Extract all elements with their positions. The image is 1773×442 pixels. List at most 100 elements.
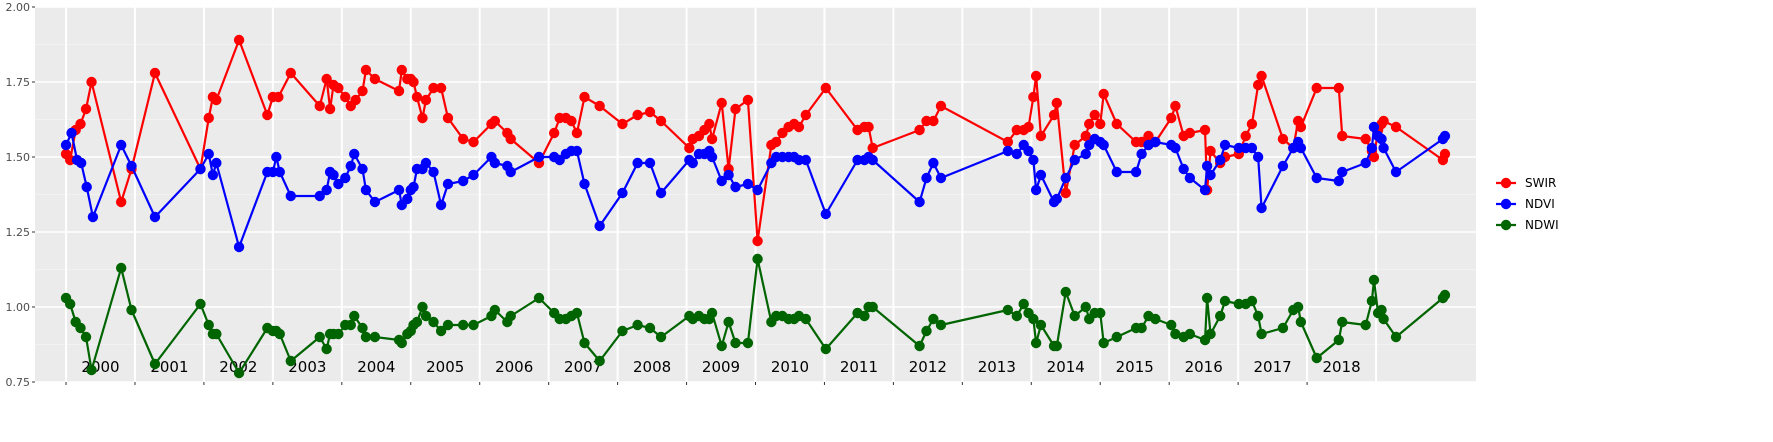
year-label: 2007 [564, 358, 602, 376]
swir-point [489, 115, 501, 127]
ndwi-point [80, 331, 92, 343]
ndvi-point [655, 187, 667, 199]
ndwi-point [333, 328, 344, 340]
ndvi-point [211, 157, 222, 169]
ndwi-point [716, 340, 727, 352]
ndwi-point [1035, 319, 1047, 331]
swir-point [1028, 91, 1039, 103]
swir-point [1390, 121, 1402, 133]
ndvi-point [935, 172, 947, 184]
swir-point [867, 142, 878, 154]
ndvi-point [1311, 172, 1322, 184]
swir-point [75, 118, 86, 130]
ndvi-point [1390, 166, 1402, 178]
swir-point [428, 82, 439, 94]
ndwi-point [411, 316, 423, 328]
ndvi-point [60, 139, 72, 151]
year-labels: 2000 2001 2002 2003 2004 2005 2006 2007 2008 2009… [81, 358, 1360, 376]
swir-point [1311, 82, 1322, 94]
ndvi-point [328, 169, 339, 181]
ndwi-point [533, 292, 545, 304]
ndvi-point [1170, 142, 1181, 154]
ndwi-point [1368, 274, 1380, 286]
ndwi-point [468, 319, 479, 331]
year-label: 2003 [288, 358, 326, 376]
ndvi-point [468, 169, 479, 181]
ndvi-point [687, 157, 698, 169]
ndwi-point [1333, 334, 1344, 346]
swir-point [1333, 82, 1344, 94]
swir-point [457, 133, 469, 145]
swir-point [505, 133, 516, 145]
swir-point [1170, 100, 1181, 112]
ndwi-point [914, 340, 925, 352]
swir-point [1166, 112, 1177, 124]
swir-point [80, 103, 92, 115]
swir-point [285, 67, 296, 79]
swir-point [1095, 118, 1106, 130]
ndwi-point [1051, 340, 1063, 352]
swir-point [1378, 115, 1389, 127]
ndwi-point [1028, 313, 1039, 325]
ndwi-point [349, 310, 360, 322]
y-tick-label: 0.75 [6, 376, 31, 389]
ndvi-point [274, 166, 285, 178]
ndvi-point [1051, 193, 1063, 205]
swir-point [314, 100, 325, 112]
legend-marker-ndwi [1500, 219, 1512, 231]
ndvi-point [1376, 133, 1387, 145]
ndwi-point [1366, 295, 1378, 307]
swir-point [203, 112, 214, 124]
ndwi-point [345, 319, 356, 331]
swir-point [1256, 70, 1267, 82]
legend-label-ndvi: NDVI [1525, 197, 1555, 211]
swir-point [1080, 130, 1091, 142]
swir-point [1205, 145, 1216, 157]
swir-point [571, 127, 583, 139]
ndwi-point [64, 298, 76, 310]
ndvi-point [752, 184, 763, 196]
swir-point [115, 196, 127, 208]
swir-point [684, 142, 695, 154]
ndvi-point [333, 178, 344, 190]
year-label: 2014 [1047, 358, 1085, 376]
ndwi-point [820, 343, 832, 355]
ndvi-point [340, 172, 351, 184]
swir-point [396, 64, 407, 76]
ndvi-point [75, 157, 87, 169]
swir-point [420, 94, 432, 106]
ndwi-point [1292, 301, 1304, 313]
ndwi-point [594, 355, 605, 367]
year-label: 2013 [978, 358, 1016, 376]
ndwi-point [435, 325, 447, 337]
y-tick-label: 1.25 [6, 226, 31, 239]
swir-point [594, 100, 605, 112]
ndvi-point [203, 148, 214, 160]
swir-point [1143, 130, 1154, 142]
swir-point [800, 109, 812, 121]
legend-marker-swir [1500, 177, 1512, 189]
swir-point [742, 94, 754, 106]
ndvi-point [1368, 121, 1380, 133]
year-label: 2011 [840, 358, 878, 376]
ndvi-point [1201, 160, 1213, 172]
ndwi-point [1277, 322, 1289, 334]
swir-point [360, 64, 372, 76]
swir-point [1246, 118, 1258, 130]
swir-point [1069, 139, 1080, 151]
ndwi-point [921, 325, 932, 337]
ndwi-point [752, 253, 763, 265]
year-label: 2005 [426, 358, 464, 376]
swir-point [233, 34, 245, 46]
ndwi-point [571, 307, 583, 319]
swir-point [1023, 121, 1034, 133]
swir-point [357, 85, 368, 97]
year-label: 2009 [702, 358, 740, 376]
ndwi-point [321, 343, 332, 355]
ndwi-point [800, 313, 812, 325]
ndvi-point [1136, 148, 1147, 160]
ndvi-point [1130, 166, 1142, 178]
ndwi-point [1246, 295, 1258, 307]
ndvi-point [1215, 154, 1226, 166]
ndvi-point [408, 181, 419, 193]
